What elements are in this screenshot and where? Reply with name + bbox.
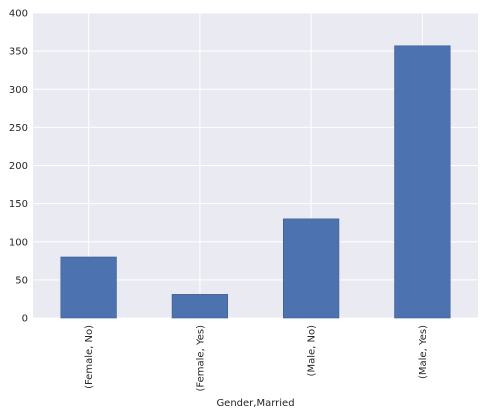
y-tick-label: 350 <box>9 47 28 58</box>
x-tick-label: (Female, No) <box>84 325 95 389</box>
bars <box>60 45 451 319</box>
bar-0 <box>60 256 117 319</box>
x-tick-labels: (Female, No) (Female, Yes) (Male, No) (Male… <box>84 325 429 392</box>
bar-1 <box>171 294 228 319</box>
x-tick-label: (Male, No) <box>307 325 318 377</box>
y-tick-label: 100 <box>9 237 28 248</box>
y-tick-labels: 0 50 100 150 200 250 300 350 400 <box>9 9 28 325</box>
x-tick-label: (Female, Yes) <box>195 325 206 392</box>
bar-2 <box>283 218 340 319</box>
y-tick-label: 0 <box>22 314 28 325</box>
y-tick-label: 300 <box>9 85 28 96</box>
bar-3 <box>394 45 451 319</box>
x-axis-label: Gender,Married <box>216 398 294 409</box>
y-tick-label: 50 <box>15 275 28 286</box>
x-tick-label: (Male, Yes) <box>418 325 429 379</box>
y-tick-label: 200 <box>9 161 28 172</box>
y-tick-label: 400 <box>9 9 28 20</box>
y-tick-label: 150 <box>9 199 28 210</box>
y-tick-label: 250 <box>9 123 28 134</box>
